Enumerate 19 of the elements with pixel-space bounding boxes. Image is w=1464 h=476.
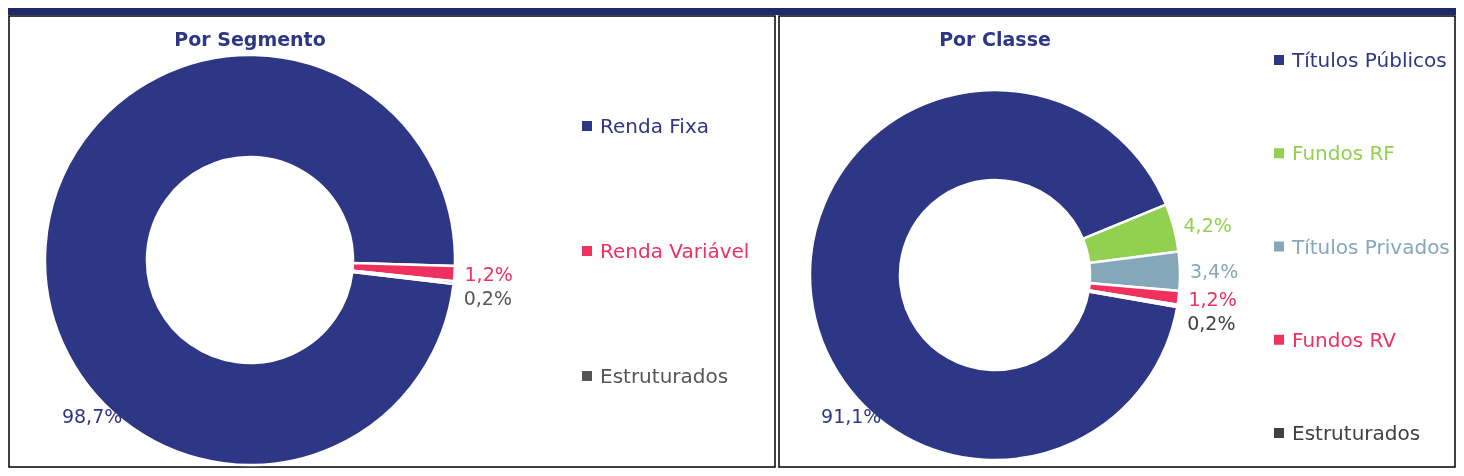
data-label: 98,7% [61, 404, 123, 427]
legend-label: Títulos Públicos [1291, 48, 1447, 72]
data-label: 0,2% [1187, 311, 1236, 334]
legend-label: Renda Variável [600, 239, 750, 263]
chart-title: Por Segmento [174, 28, 326, 50]
data-label: 91,1% [821, 405, 882, 428]
chart-title: Por Classe [939, 28, 1051, 50]
legend-label: Títulos Privados [1291, 234, 1450, 259]
data-label: 4,2% [1183, 213, 1232, 236]
legend-label: Estruturados [600, 364, 729, 388]
data-label: 0,2% [463, 286, 512, 309]
legend-label: Fundos RV [1292, 327, 1397, 352]
data-label: 3,4% [1189, 259, 1239, 282]
legend-label: Renda Fixa [600, 114, 709, 138]
data-label: 1,2% [464, 262, 513, 285]
legend-label: Estruturados [1292, 421, 1421, 445]
donut-slice [808, 88, 1179, 462]
data-label: 1,2% [1188, 287, 1237, 310]
legend-label: Fundos RF [1292, 141, 1395, 166]
